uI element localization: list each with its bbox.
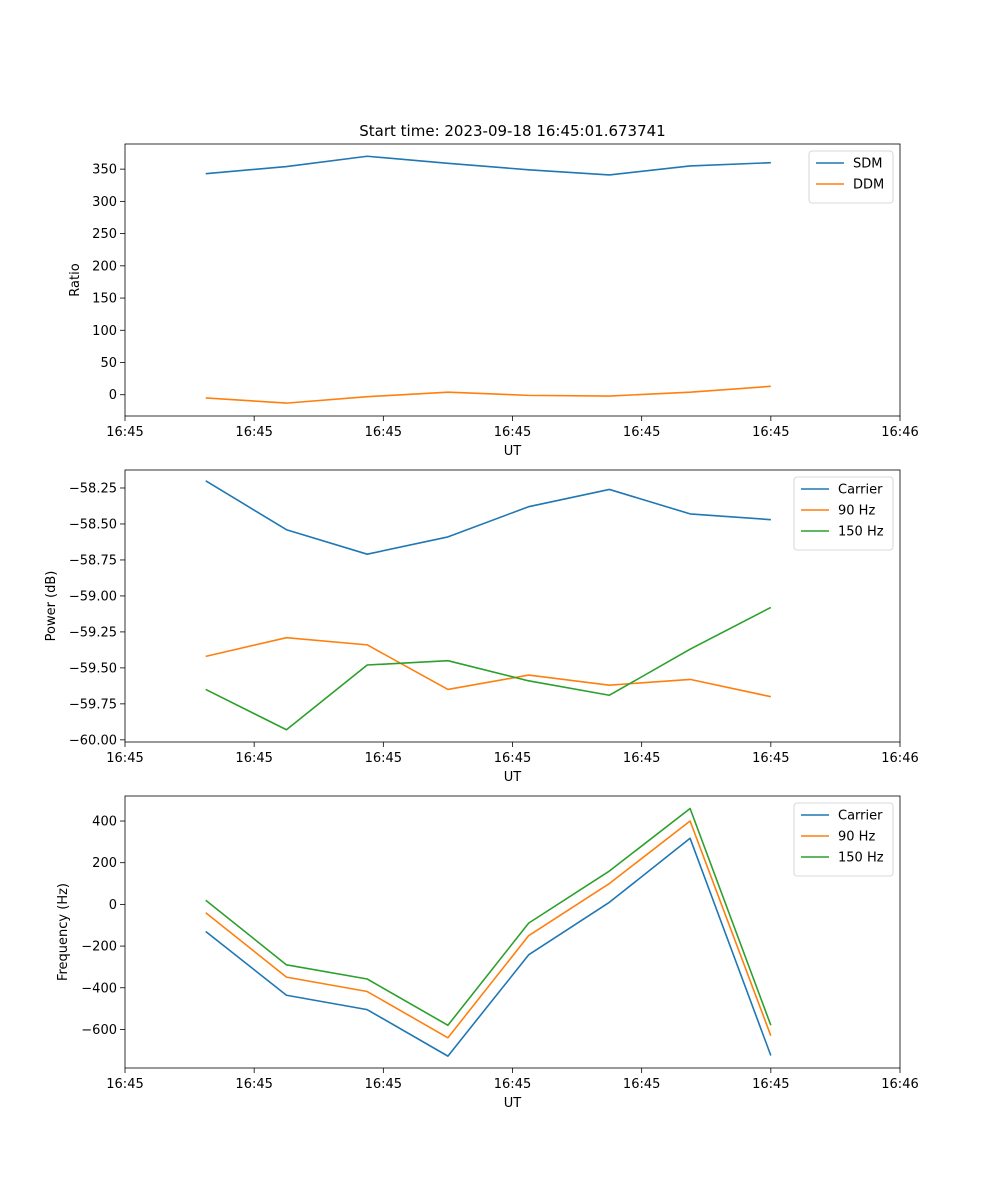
y-tick-label: 200: [92, 856, 117, 871]
y-tick-label: 0: [109, 898, 117, 913]
legend-label: Carrier: [838, 809, 883, 824]
legend-label: Carrier: [838, 483, 883, 498]
legend: Carrier 90 Hz 150 Hz: [793, 476, 894, 551]
y-tick-label: −59.75: [69, 697, 117, 712]
legend-box: [808, 150, 894, 204]
x-tick-label: 16:45: [623, 1077, 660, 1092]
y-tick-label: 0: [109, 388, 117, 403]
series-line-sdm: [205, 155, 771, 176]
x-tick-label: 16:45: [752, 751, 789, 766]
y-tick-label: 250: [92, 227, 117, 242]
x-tick-label: 16:45: [235, 425, 272, 440]
y-tick-label: −200: [81, 940, 117, 955]
x-axis-label: UT: [504, 1096, 522, 1111]
series-line-90-hz: [205, 636, 771, 698]
series-line-carrier: [205, 837, 772, 1057]
y-tick-label: −59.25: [69, 625, 117, 640]
figure-title: Start time: 2023-09-18 16:45:01.673741: [359, 122, 665, 140]
y-tick-label: 150: [92, 292, 117, 307]
x-tick-label: 16:45: [106, 425, 143, 440]
x-tick-label: 16:45: [623, 425, 660, 440]
y-axis-label: Frequency (Hz): [56, 883, 71, 981]
y-tick-label: −59.50: [69, 661, 117, 676]
series-line-90-hz: [205, 820, 772, 1039]
y-tick-label: 400: [92, 815, 117, 830]
y-tick-label: −58.25: [69, 481, 117, 496]
frequency-subplot: 16:45 16:45 16:45 16:45 16:45 16:45 16:46 −600 −…: [56, 795, 919, 1111]
y-axis-label: Power (dB): [44, 571, 59, 642]
legend-label: DDM: [853, 178, 884, 193]
legend-label: 90 Hz: [838, 830, 875, 845]
series-line-carrier: [205, 480, 771, 555]
legend-label: 150 Hz: [838, 851, 884, 866]
ratio-subplot: 16:45 16:45 16:45 16:45 16:45 16:45 16:46 0 50 10…: [68, 143, 919, 459]
y-tick-label: 350: [92, 163, 117, 178]
y-axis-label: Ratio: [68, 263, 83, 296]
axes-frame: [124, 143, 901, 417]
y-tick-label: 100: [92, 324, 117, 339]
y-tick-label: −58.75: [69, 553, 117, 568]
legend-label: 90 Hz: [838, 504, 875, 519]
series-line-150-hz: [205, 807, 772, 1027]
y-tick-label: −400: [81, 981, 117, 996]
y-tick-label: −58.50: [69, 517, 117, 532]
x-tick-label: 16:45: [494, 1077, 531, 1092]
x-tick-label: 16:46: [881, 425, 918, 440]
y-tick-label: 300: [92, 195, 117, 210]
x-axis-label: UT: [504, 444, 522, 459]
axes-frame: [124, 469, 901, 743]
x-axis-label: UT: [504, 770, 522, 785]
y-tick-label: −59.00: [69, 589, 117, 604]
x-tick-label: 16:45: [494, 425, 531, 440]
legend-label: SDM: [853, 157, 882, 172]
x-tick-label: 16:45: [365, 751, 402, 766]
power-subplot: 16:45 16:45 16:45 16:45 16:45 16:45 16:46 −58.2…: [44, 469, 919, 785]
y-tick-label: −60.00: [69, 733, 117, 748]
y-tick-label: −600: [81, 1023, 117, 1038]
x-tick-label: 16:45: [623, 751, 660, 766]
x-tick-label: 16:45: [752, 425, 789, 440]
legend: Carrier 90 Hz 150 Hz: [793, 802, 894, 877]
x-tick-label: 16:46: [881, 751, 918, 766]
y-tick-label: 200: [92, 259, 117, 274]
x-tick-label: 16:45: [494, 751, 531, 766]
series-line-ddm: [205, 385, 771, 404]
x-tick-label: 16:45: [235, 1077, 272, 1092]
x-tick-label: 16:45: [365, 1077, 402, 1092]
y-tick-label: 50: [100, 356, 117, 371]
x-tick-label: 16:45: [752, 1077, 789, 1092]
series-line-150-hz: [205, 606, 772, 731]
legend-label: 150 Hz: [838, 525, 884, 540]
x-tick-label: 16:45: [365, 425, 402, 440]
x-tick-label: 16:45: [106, 1077, 143, 1092]
x-tick-label: 16:46: [881, 1077, 918, 1092]
legend: SDM DDM: [808, 150, 894, 204]
axes-frame: [124, 795, 901, 1069]
x-tick-label: 16:45: [235, 751, 272, 766]
x-tick-label: 16:45: [106, 751, 143, 766]
